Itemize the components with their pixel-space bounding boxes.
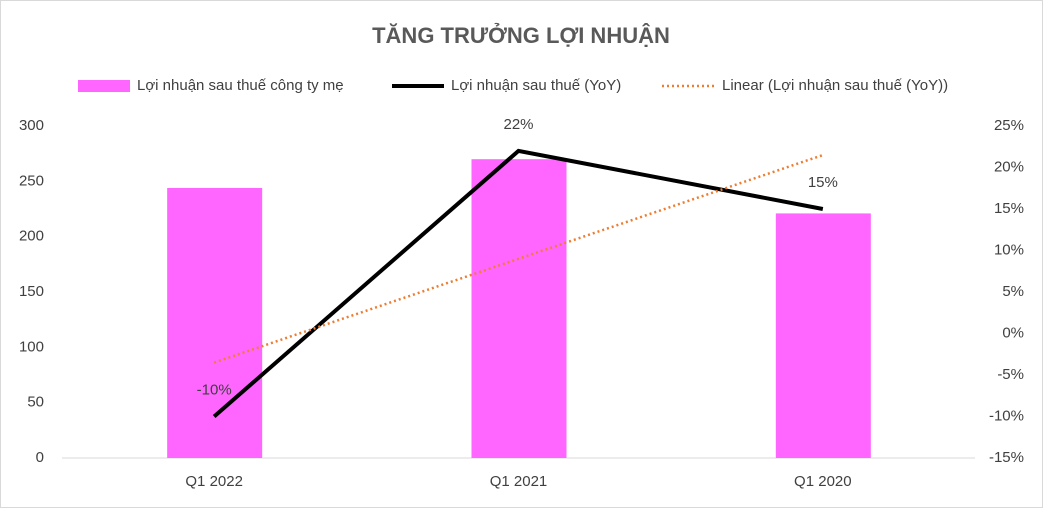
x-tick-label: Q1 2020	[794, 473, 852, 490]
y-tick-label: 100	[19, 338, 44, 355]
y-tick-label: 50	[27, 394, 44, 411]
y2-tick-label: -15%	[989, 449, 1024, 466]
y2-tick-label: 20%	[994, 158, 1024, 175]
y-tick-label: 250	[19, 172, 44, 189]
y2-tick-label: -5%	[997, 366, 1024, 383]
legend-label: Linear (Lợi nhuận sau thuế (YoY))	[722, 77, 948, 94]
y-tick-label: 150	[19, 283, 44, 300]
bar	[775, 213, 871, 458]
y2-tick-label: -10%	[989, 407, 1024, 424]
legend-label: Lợi nhuận sau thuế (YoY)	[451, 77, 621, 94]
y-tick-label: 0	[36, 449, 44, 466]
legend-label: Lợi nhuận sau thuế công ty mẹ	[137, 77, 344, 94]
y2-tick-label: 10%	[994, 241, 1024, 258]
y-tick-label: 300	[19, 117, 44, 134]
bar	[167, 187, 263, 458]
y2-tick-label: 25%	[994, 117, 1024, 134]
y2-tick-label: 5%	[1002, 283, 1024, 300]
bar	[471, 159, 567, 458]
legend-swatch	[78, 80, 130, 92]
data-label: -10%	[197, 381, 232, 398]
y2-tick-label: 0%	[1002, 324, 1024, 341]
y-tick-label: 200	[19, 228, 44, 245]
data-label: 22%	[503, 116, 533, 133]
trend-line	[213, 153, 824, 364]
x-tick-label: Q1 2021	[490, 473, 548, 490]
x-tick-label: Q1 2022	[185, 473, 243, 490]
y2-tick-label: 15%	[994, 200, 1024, 217]
data-label: 15%	[808, 174, 838, 191]
chart-title: TĂNG TRƯỞNG LỢI NHUẬN	[372, 23, 670, 48]
